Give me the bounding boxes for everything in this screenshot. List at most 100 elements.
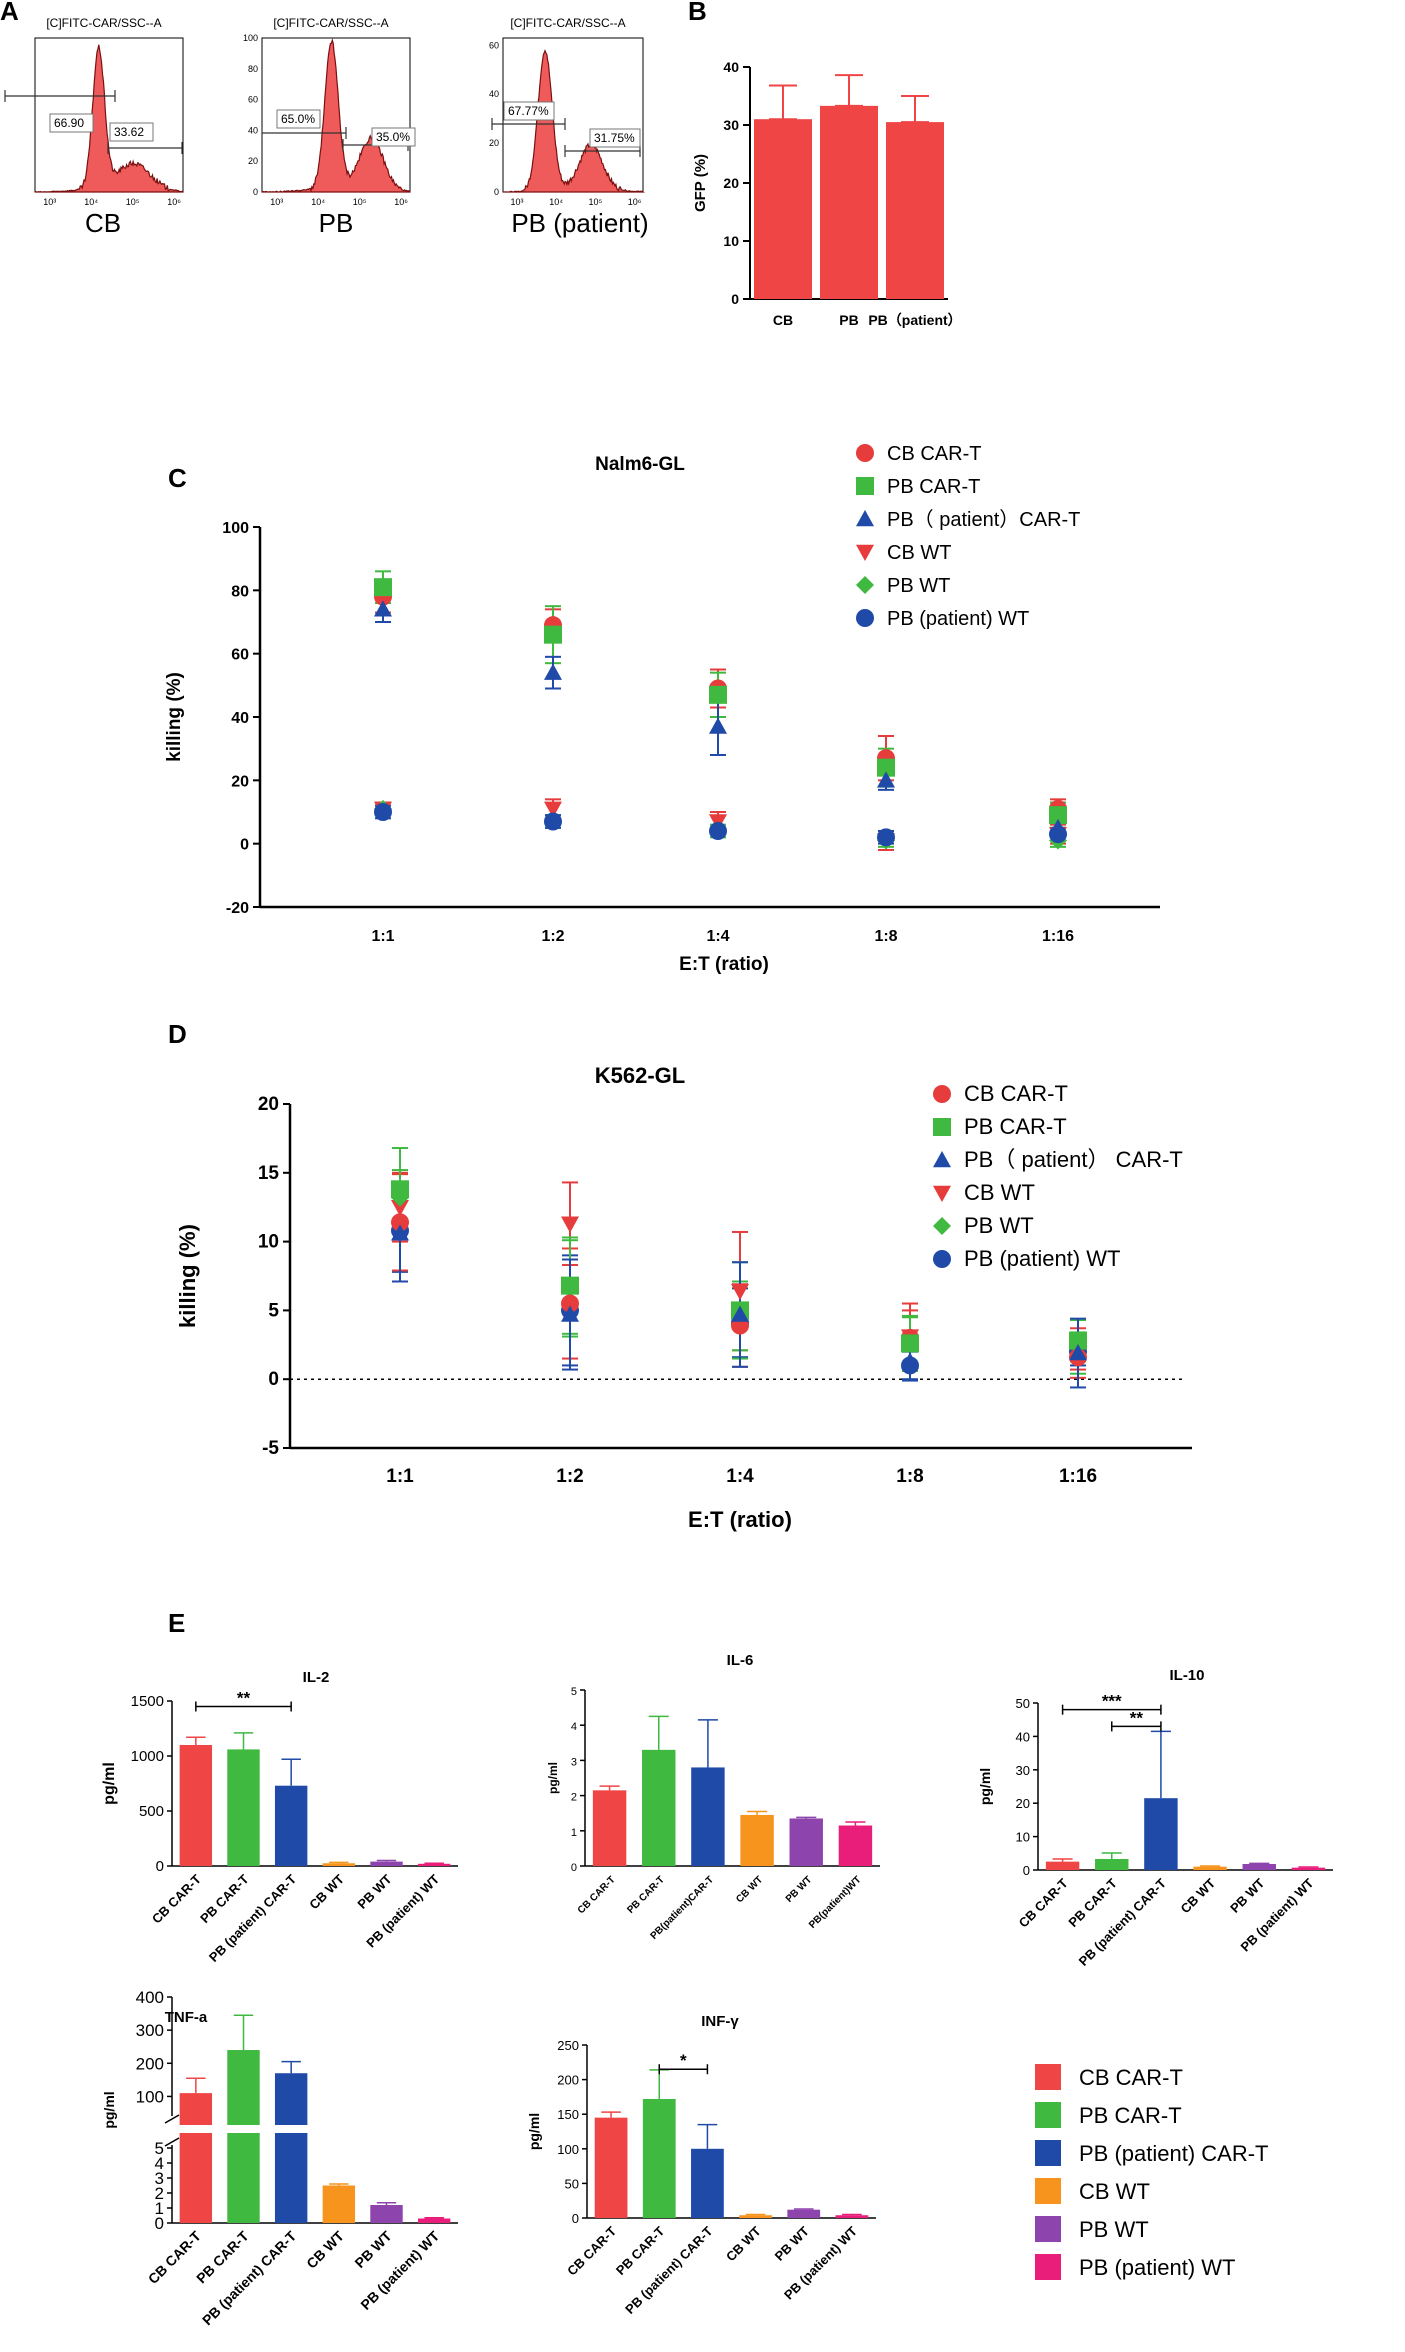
k562-legend-marker <box>933 1250 951 1268</box>
gfp-bar <box>886 122 944 299</box>
gfp-y-tick-label: 40 <box>723 59 739 75</box>
tnfa-bar <box>227 2050 260 2223</box>
il6-x-label-group: PB(patient)WT <box>807 1874 863 1930</box>
il6-x-label-group: CB WT <box>734 1874 765 1905</box>
panel-label-c: C <box>168 463 187 493</box>
cytokine-legend-swatch <box>1035 2102 1061 2128</box>
hist-pbp-gate-label: 31.75% <box>594 131 635 145</box>
infg-bar <box>835 2215 869 2218</box>
nalm6-legend-marker <box>856 444 874 462</box>
k562-xlabel: E:T (ratio) <box>688 1507 792 1532</box>
nalm6-y-tick-label: 80 <box>231 583 249 600</box>
nalm6-legend-label: CB CAR-T <box>887 443 981 465</box>
il10-y-tick-label: 20 <box>1016 1796 1030 1811</box>
tnfa-axis-break-mark <box>164 2114 180 2124</box>
nalm6-legend-marker <box>856 510 874 527</box>
nalm6-point <box>374 578 392 597</box>
hist-pb-panel: [C]FITC-CAR/SSC--A 10³ 10⁴ 10⁵ 10⁶ 0 20 40 60 80 1… <box>243 16 416 238</box>
il10-bar <box>1242 1863 1276 1870</box>
il2-x-label-group: PB WT <box>354 1871 394 1911</box>
il10-bar <box>1144 1798 1178 1870</box>
k562-legend-label: PB WT <box>964 1213 1034 1238</box>
tnfa-y-tick-label: 200 <box>136 2054 164 2073</box>
k562-point <box>391 1213 409 1232</box>
hist-pbp-panel: [C]FITC-CAR/SSC--A 10³ 10⁴ 10⁵ 10⁶ 0 20 40 60 67.… <box>489 16 649 238</box>
nalm6-legend-label: PB（ patient）CAR-T <box>887 508 1080 531</box>
il6-x-label: CB WT <box>734 1874 765 1905</box>
infg-bar <box>642 2098 676 2218</box>
hist-cb-caption: CB <box>85 208 121 238</box>
cytokine-legend-swatch <box>1035 2064 1061 2090</box>
gfp-x-label: PB（patient） <box>868 312 961 328</box>
nalm6-point <box>544 801 562 818</box>
hist-cb-x-tick: 10³ <box>43 197 56 207</box>
il6-chart: 0 1 2 3 4 5 pg/ml IL-6 CB CAR-T PB CAR-T PB(patien… <box>546 1652 880 1942</box>
tnfa-y-tick-label: 400 <box>136 1988 164 2007</box>
il10-title: IL-10 <box>1169 1667 1204 1684</box>
k562-chart: -5 0 5 10 15 20 killing (%) K562-GL E:T (ratio) 1… <box>175 1063 1192 1532</box>
hist-cb-x-tick: 10⁴ <box>84 197 98 207</box>
il6-bar <box>592 1790 627 1866</box>
k562-legend-marker <box>933 1217 951 1235</box>
il2-y-tick-label: 500 <box>139 1803 164 1820</box>
il10-x-label: PB (patient) CAR-T <box>1076 1875 1169 1968</box>
il10-ylabel-group: pg/ml <box>977 1768 993 1805</box>
nalm6-x-tick-label: 1:2 <box>541 928 564 945</box>
hist-pb-y-tick: 20 <box>248 156 258 166</box>
tnfa-y-tick-label: 100 <box>136 2087 164 2106</box>
cytokine-legend-swatch <box>1035 2254 1061 2280</box>
nalm6-x-tick-label: 1:4 <box>706 928 729 945</box>
il6-x-label: PB(patient)WT <box>807 1874 863 1930</box>
k562-point <box>901 1334 919 1353</box>
k562-legend-marker <box>933 1151 951 1168</box>
il6-x-label-group: PB WT <box>784 1874 815 1905</box>
infg-x-label-group: CB WT <box>723 2223 764 2264</box>
il10-x-label: CB CAR-T <box>1016 1875 1071 1930</box>
il10-y-tick-label: 0 <box>1023 1863 1030 1878</box>
tnfa-bar <box>370 2205 403 2223</box>
k562-point <box>731 1305 749 1322</box>
il10-x-label: PB WT <box>1227 1875 1267 1915</box>
k562-ylabel-group: killing (%) <box>175 1224 200 1328</box>
infg-x-label: CB CAR-T <box>564 2223 619 2278</box>
il2-bar <box>274 1785 308 1866</box>
nalm6-point <box>709 717 727 734</box>
infg-y-tick-label: 100 <box>557 2142 579 2157</box>
il10-bar <box>1095 1858 1129 1870</box>
hist-pbp-y-tick: 60 <box>489 40 499 50</box>
hist-pbp-x-tick: 10⁶ <box>628 197 642 207</box>
infg-y-tick-label: 150 <box>557 2107 579 2122</box>
nalm6-point <box>1049 806 1067 825</box>
k562-title: K562-GL <box>595 1063 685 1088</box>
infg-y-tick-label: 200 <box>557 2073 579 2088</box>
tnfa-y-tick-label: 3 <box>155 2169 164 2188</box>
k562-x-tick-label: 1:4 <box>726 1466 754 1487</box>
k562-legend-marker <box>933 1085 951 1103</box>
cytokine-legend-label: CB CAR-T <box>1079 2065 1183 2090</box>
tnfa-axis-break-mark <box>164 2137 180 2147</box>
nalm6-legend-marker <box>856 609 874 627</box>
il2-x-label-group: PB (patient) CAR-T <box>206 1871 299 1964</box>
il2-bar <box>322 1863 356 1866</box>
il2-bar <box>370 1861 403 1866</box>
hist-pb-y-tick: 60 <box>248 95 258 105</box>
il10-y-tick-label: 40 <box>1016 1729 1030 1744</box>
nalm6-legend-marker <box>856 477 874 495</box>
il6-y-tick-label: 5 <box>571 1686 577 1698</box>
il6-title: IL-6 <box>727 1652 754 1669</box>
hist-cb-histogram-curve <box>34 44 184 193</box>
hist-pbp-y-tick: 40 <box>489 89 499 99</box>
hist-pb-title: [C]FITC-CAR/SSC--A <box>273 16 388 30</box>
il6-y-tick-label: 1 <box>571 1827 577 1839</box>
nalm6-ylabel-group: killing (%) <box>164 672 185 762</box>
k562-legend-marker <box>933 1118 951 1136</box>
il6-x-label-group: CB CAR-T <box>576 1874 618 1916</box>
cytokine-legend-swatch <box>1035 2178 1061 2204</box>
infg-bar <box>594 2117 628 2218</box>
hist-cb-gate-label-box <box>49 113 94 133</box>
il6-x-label-group: PB CAR-T <box>625 1874 667 1916</box>
